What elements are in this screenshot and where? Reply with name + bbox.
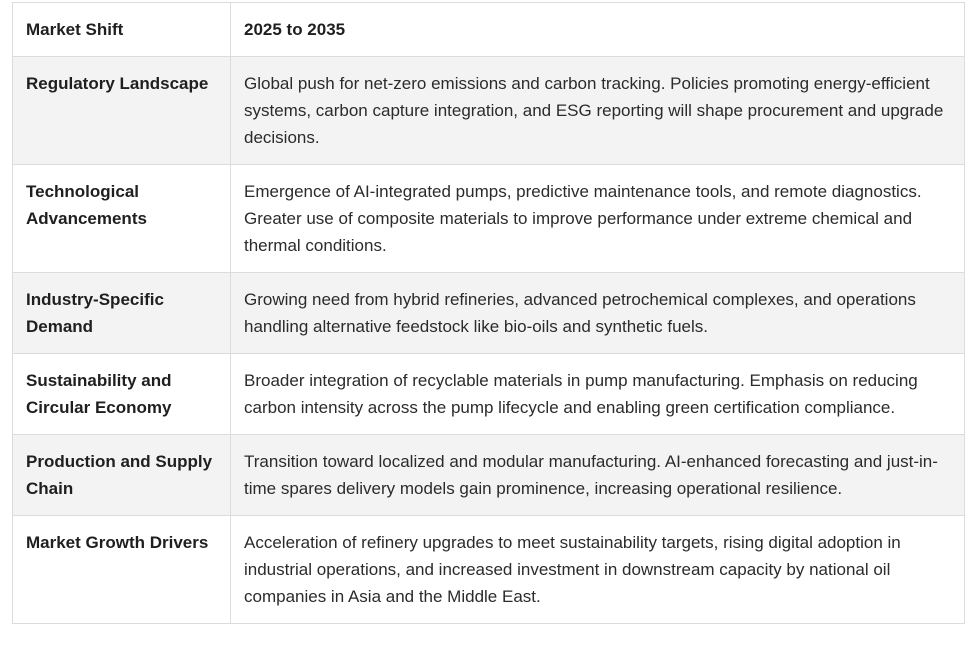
column-header-market-shift: Market Shift [12, 2, 231, 57]
row-description: Growing need from hybrid refineries, adv… [230, 272, 965, 354]
row-description: Broader integration of recyclable materi… [230, 353, 965, 435]
row-description: Emergence of AI-integrated pumps, predic… [230, 164, 965, 273]
row-label: Sustainability and Circular Economy [12, 353, 231, 435]
column-header-period: 2025 to 2035 [230, 2, 965, 57]
table-row: Regulatory Landscape Global push for net… [12, 56, 965, 165]
row-description: Transition toward localized and modular … [230, 434, 965, 516]
table-row: Market Growth Drivers Acceleration of re… [12, 515, 965, 624]
table-row: Sustainability and Circular Economy Broa… [12, 353, 965, 435]
table-row: Production and Supply Chain Transition t… [12, 434, 965, 516]
market-shift-table: Market Shift 2025 to 2035 Regulatory Lan… [12, 2, 965, 624]
table-header-row: Market Shift 2025 to 2035 [12, 2, 965, 57]
row-label: Production and Supply Chain [12, 434, 231, 516]
row-label: Technological Advancements [12, 164, 231, 273]
row-label: Regulatory Landscape [12, 56, 231, 165]
row-description: Acceleration of refinery upgrades to mee… [230, 515, 965, 624]
row-description: Global push for net-zero emissions and c… [230, 56, 965, 165]
market-shift-table-container: Market Shift 2025 to 2035 Regulatory Lan… [12, 2, 965, 624]
table-row: Technological Advancements Emergence of … [12, 164, 965, 273]
row-label: Market Growth Drivers [12, 515, 231, 624]
row-label: Industry-Specific Demand [12, 272, 231, 354]
table-row: Industry-Specific Demand Growing need fr… [12, 272, 965, 354]
